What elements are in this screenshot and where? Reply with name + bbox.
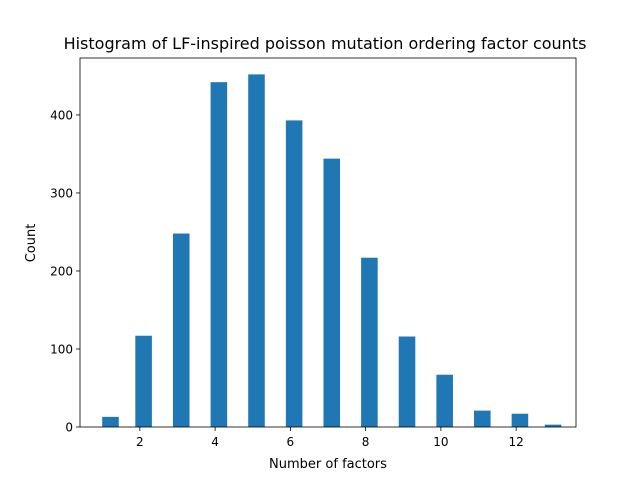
y-tick-label: 0 [65, 421, 73, 435]
histogram-bar [398, 336, 416, 427]
histogram-bar [135, 335, 152, 427]
histogram-bar [474, 410, 491, 427]
histogram-bar [361, 257, 378, 427]
y-axis-ticks: 0 100 200 300 400 [50, 108, 80, 435]
y-tick-label: 300 [50, 186, 73, 200]
y-tick-label: 400 [50, 108, 73, 122]
histogram-bar [323, 158, 341, 428]
bars-group [102, 74, 562, 428]
histogram-bar [511, 413, 529, 427]
x-tick-label: 6 [287, 435, 295, 449]
y-tick-label: 200 [50, 264, 73, 278]
x-tick-label: 10 [433, 435, 448, 449]
x-axis-label: Number of factors [269, 457, 387, 472]
x-tick-label: 2 [136, 435, 144, 449]
histogram-bar [544, 424, 562, 427]
chart-title: Histogram of LF-inspired poisson mutatio… [64, 34, 587, 53]
x-tick-label: 4 [211, 435, 219, 449]
x-axis-ticks: 2 4 6 8 10 12 [136, 427, 524, 449]
histogram-bar [172, 233, 190, 427]
plot-frame [79, 57, 577, 428]
y-tick-label: 100 [50, 342, 73, 356]
histogram-bar [210, 82, 228, 427]
histogram-bar [102, 416, 119, 427]
histogram-bar [285, 120, 303, 427]
histogram-bar [436, 374, 453, 427]
histogram-bar [248, 74, 265, 428]
x-tick-label: 8 [362, 435, 370, 449]
y-axis-label: Count [24, 224, 39, 263]
x-tick-label: 12 [509, 435, 524, 449]
